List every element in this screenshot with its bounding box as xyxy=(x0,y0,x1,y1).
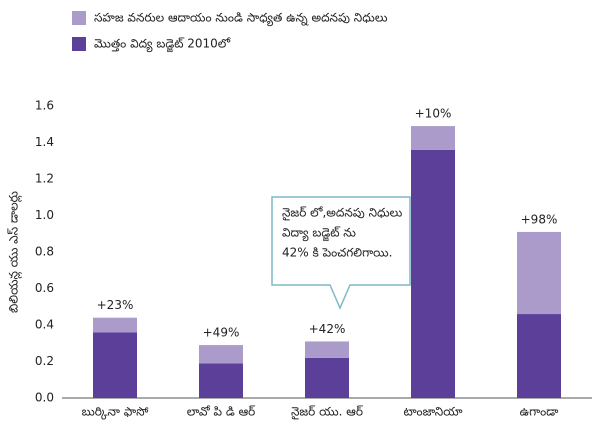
y-tick-label: 0.2 xyxy=(35,354,54,368)
bar-annotation: +10% xyxy=(415,107,452,121)
y-tick-label: 0.0 xyxy=(35,391,54,405)
y-tick-label: 1.4 xyxy=(35,135,54,149)
bar-segment xyxy=(411,149,455,398)
y-tick-label: 0.6 xyxy=(35,281,54,295)
bar-segment xyxy=(517,231,561,315)
legend-swatch xyxy=(72,11,86,25)
bar-segment xyxy=(305,341,349,358)
bar-annotation: +23% xyxy=(97,298,134,312)
callout-text: నైజర్ లో,అదనపు నిధులు xyxy=(282,206,402,221)
x-tick-label: ఉగాండా xyxy=(520,405,560,419)
y-tick-label: 0.4 xyxy=(35,318,54,332)
y-axis-label: బిలియన్ల యు ఎస్ డాలర్లు xyxy=(7,191,23,313)
bar-segment xyxy=(93,317,137,333)
bar-annotation: +42% xyxy=(309,322,346,336)
y-tick-label: 0.8 xyxy=(35,245,54,259)
callout-text: విద్యా బడ్జెట్ ను xyxy=(282,226,356,242)
bar-annotation: +98% xyxy=(521,212,558,226)
bar-segment xyxy=(93,332,137,398)
callout-box xyxy=(271,196,411,310)
x-tick-label: బుర్కినా ఫాసో xyxy=(82,405,150,421)
bar-segment xyxy=(199,363,243,398)
bar-segment xyxy=(517,314,561,398)
bar-segment xyxy=(305,357,349,398)
legend-label: మొత్తం విద్య బడ్జెట్ 2010లో xyxy=(94,37,231,53)
x-tick-label: నైజర్ యు. ఆర్ xyxy=(291,405,363,420)
legend-label: సహజ వనరుల ఆదాయం నుండి సాధ్యత ఉన్న అదనపు … xyxy=(94,11,387,27)
bar-segment xyxy=(411,126,455,150)
x-tick-label: టాంజానియా xyxy=(404,405,464,419)
y-tick-label: 1.2 xyxy=(35,172,54,186)
callout-text: 42% కి పెంచగలిగాయి. xyxy=(282,246,392,260)
x-tick-label: లావో పి డి ఆర్ xyxy=(187,405,256,419)
bar-annotation: +49% xyxy=(203,326,240,340)
y-tick-label: 1.6 xyxy=(35,99,54,113)
bar-segment xyxy=(199,345,243,364)
y-tick-label: 1.0 xyxy=(35,208,54,222)
legend-swatch xyxy=(72,37,86,51)
